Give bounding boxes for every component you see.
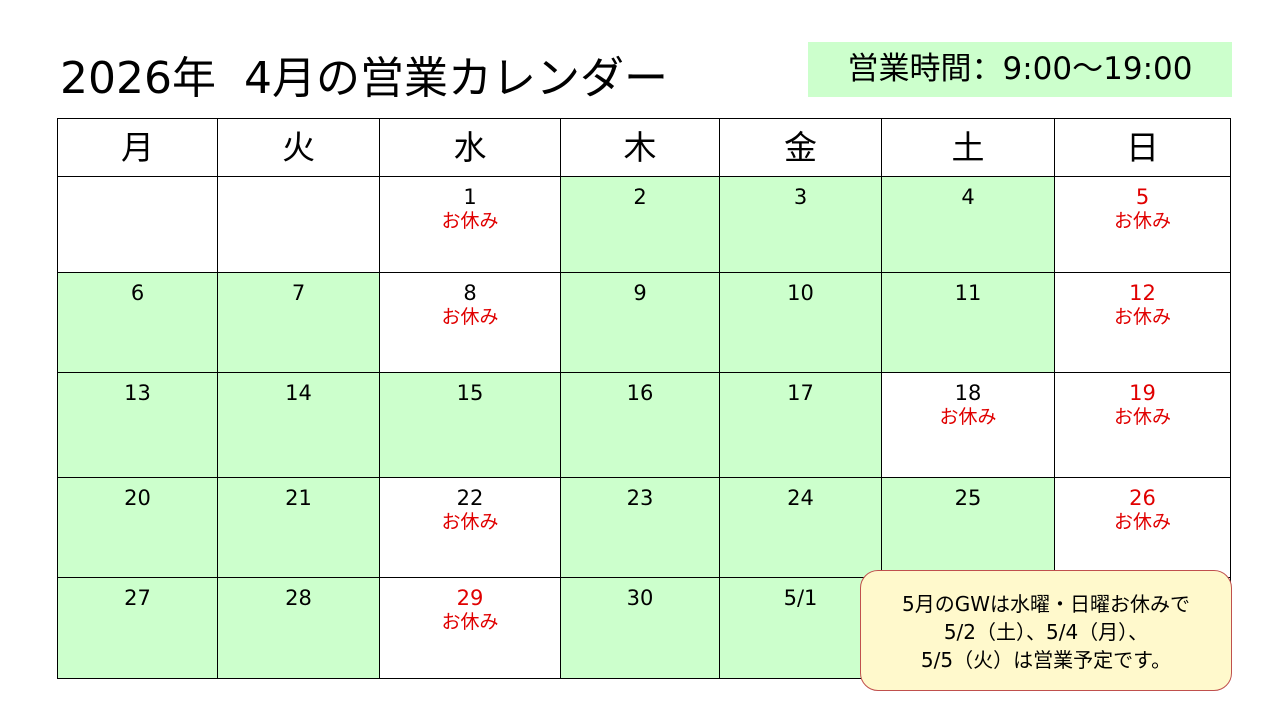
calendar-day-cell: 30 xyxy=(561,578,720,679)
day-number: 24 xyxy=(787,486,814,510)
calendar-day-cell: 2 xyxy=(561,177,720,273)
calendar-day-cell: 4 xyxy=(882,177,1055,273)
calendar-day-cell: 20 xyxy=(58,478,218,578)
calendar-day-cell: 9 xyxy=(561,273,720,373)
day-number: 3 xyxy=(793,185,808,209)
page-title: 2026年 4月の営業カレンダー xyxy=(60,53,668,104)
calendar-day-cell: 12 お休み xyxy=(1055,273,1231,373)
closed-label: お休み xyxy=(441,210,499,232)
day-number: 30 xyxy=(626,586,654,610)
calendar-day-cell: 6 xyxy=(58,273,218,373)
closed-label: お休み xyxy=(1113,406,1171,428)
weekday-header: 土 xyxy=(882,119,1055,177)
day-number: 17 xyxy=(787,381,814,405)
day-number: 26 xyxy=(1129,486,1156,510)
day-number: 9 xyxy=(633,281,647,305)
calendar-day-cell xyxy=(58,177,218,273)
day-number: 29 xyxy=(456,586,484,610)
notice-line: 5月のGWは水曜・日曜お休みで xyxy=(902,592,1190,616)
day-number: 19 xyxy=(1129,381,1156,405)
closed-label: お休み xyxy=(441,306,499,328)
notice-line: 5/5（火）は営業予定です。 xyxy=(920,648,1172,672)
calendar-day-cell: 13 xyxy=(58,373,218,478)
day-number: 25 xyxy=(954,486,982,510)
calendar-day-cell: 10 xyxy=(720,273,882,373)
day-number: 6 xyxy=(130,281,145,305)
calendar-day-cell: 14 xyxy=(218,373,380,478)
gw-notice: 5月のGWは水曜・日曜お休みで 5/2（土）、5/4（月）、 5/5（火）は営業… xyxy=(860,570,1232,691)
day-number: 10 xyxy=(787,281,814,305)
closed-label: お休み xyxy=(441,511,499,533)
calendar-day-cell: 17 xyxy=(720,373,882,478)
day-number: 15 xyxy=(456,381,484,405)
weekday-header: 月 xyxy=(58,119,218,177)
calendar-day-cell: 27 xyxy=(58,578,218,679)
calendar-day-cell: 1 お休み xyxy=(380,177,561,273)
day-number: 21 xyxy=(285,486,312,510)
calendar-day-cell: 5 お休み xyxy=(1055,177,1231,273)
day-number: 20 xyxy=(124,486,151,510)
weekday-header: 水 xyxy=(380,119,561,177)
calendar-day-cell: 15 xyxy=(380,373,561,478)
calendar-day-cell: 16 xyxy=(561,373,720,478)
day-number: 5 xyxy=(1135,185,1150,209)
day-number: 28 xyxy=(285,586,312,610)
closed-label: お休み xyxy=(1113,306,1171,328)
calendar-day-cell: 29 お休み xyxy=(380,578,561,679)
day-number: 27 xyxy=(124,586,151,610)
weekday-header: 木 xyxy=(561,119,720,177)
day-number: 7 xyxy=(291,281,306,305)
calendar-day-cell: 24 xyxy=(720,478,882,578)
day-number: 13 xyxy=(124,381,151,405)
day-number: 2 xyxy=(633,185,647,209)
closed-label: お休み xyxy=(1113,210,1171,232)
calendar-day-cell: 7 xyxy=(218,273,380,373)
day-number: 14 xyxy=(285,381,312,405)
closed-label: お休み xyxy=(1113,511,1171,533)
calendar-day-cell: 21 xyxy=(218,478,380,578)
calendar-day-cell: 22 お休み xyxy=(380,478,561,578)
calendar-day-cell: 28 xyxy=(218,578,380,679)
calendar-day-cell: 5/1 xyxy=(720,578,882,679)
day-number: 11 xyxy=(954,281,982,305)
notice-line: 5/2（土）、5/4（月）、 xyxy=(943,620,1149,644)
business-hours: 営業時間：9:00～19:00 xyxy=(808,42,1232,97)
day-number: 5/1 xyxy=(783,586,818,610)
weekday-header: 火 xyxy=(218,119,380,177)
calendar-day-cell: 3 xyxy=(720,177,882,273)
calendar-day-cell xyxy=(218,177,380,273)
weekday-header: 金 xyxy=(720,119,882,177)
calendar-day-cell: 11 xyxy=(882,273,1055,373)
day-number: 12 xyxy=(1129,281,1156,305)
closed-label: お休み xyxy=(441,611,499,633)
calendar-day-cell: 26 お休み xyxy=(1055,478,1231,578)
day-number: 23 xyxy=(626,486,654,510)
calendar-day-cell: 18 お休み xyxy=(882,373,1055,478)
weekday-header: 日 xyxy=(1055,119,1231,177)
calendar-day-cell: 25 xyxy=(882,478,1055,578)
day-number: 22 xyxy=(456,486,484,510)
day-number: 8 xyxy=(463,281,477,305)
calendar-day-cell: 19 お休み xyxy=(1055,373,1231,478)
calendar-grid: 月火水木金土日 1 お休み 2 3 4 5 お休み 6 7 8 お休み 9 10 11 12 お休み 13 14 15… xyxy=(57,118,1231,679)
closed-label: お休み xyxy=(939,406,997,428)
day-number: 16 xyxy=(626,381,654,405)
day-number: 1 xyxy=(463,185,477,209)
day-number: 18 xyxy=(954,381,982,405)
calendar-day-cell: 23 xyxy=(561,478,720,578)
calendar-day-cell: 8 お休み xyxy=(380,273,561,373)
day-number: 4 xyxy=(961,185,975,209)
